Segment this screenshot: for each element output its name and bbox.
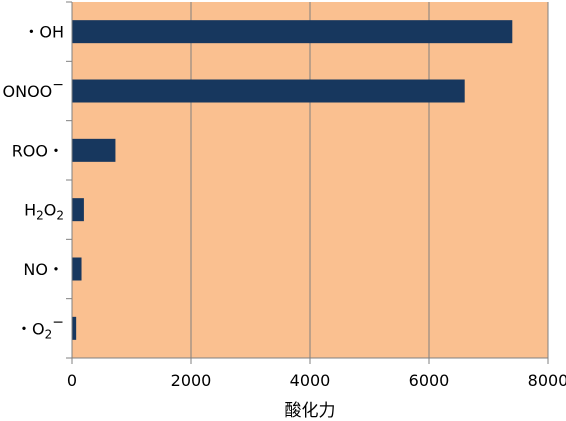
x-tick-label: 0 — [67, 371, 77, 390]
x-axis-label: 酸化力 — [285, 401, 336, 421]
category-label: ・O2− — [16, 314, 64, 341]
x-tick-label: 8000 — [528, 371, 566, 390]
category-label: ROO・ — [12, 141, 64, 160]
axes — [66, 1, 549, 364]
x-tick-label: 6000 — [409, 371, 450, 390]
bar — [72, 138, 116, 162]
x-tick-labels: 0 2000 4000 6000 8000 — [67, 371, 566, 390]
category-label: ・OH — [23, 23, 64, 42]
bars — [72, 20, 513, 340]
category-labels: ・OH ONOO− ROO・ H2O2 NO・・O2− — [3, 23, 64, 342]
bar — [72, 198, 84, 222]
bar — [72, 257, 82, 281]
x-tick-label: 4000 — [290, 371, 331, 390]
grid-lines — [190, 2, 549, 358]
x-tick-label: 2000 — [171, 371, 212, 390]
bar — [72, 79, 465, 103]
category-label: NO・ — [23, 260, 64, 279]
category-label: ONOO− — [3, 77, 64, 101]
category-label: H2O2 — [24, 201, 64, 223]
bar — [72, 20, 513, 44]
bar — [72, 316, 77, 340]
